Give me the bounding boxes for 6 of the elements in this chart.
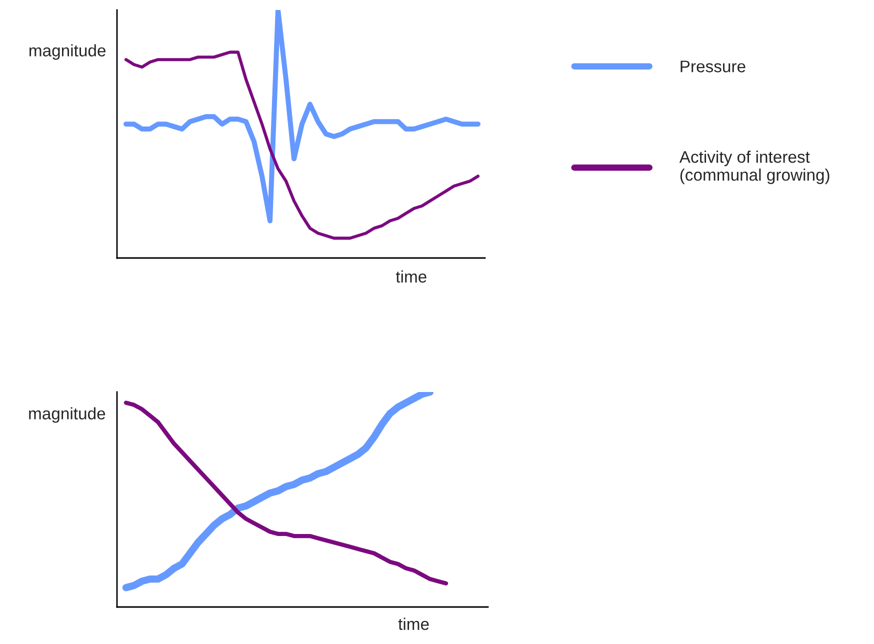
x-axis-title: time — [396, 270, 426, 283]
y-axis-title: magnitude — [30, 44, 106, 60]
x-axis-title: time — [398, 618, 429, 630]
legend-label: Activity of interest (communal growing) — [679, 150, 830, 184]
y-axis-title: magnitude — [29, 407, 106, 423]
legend-label: Pressure — [680, 60, 746, 72]
